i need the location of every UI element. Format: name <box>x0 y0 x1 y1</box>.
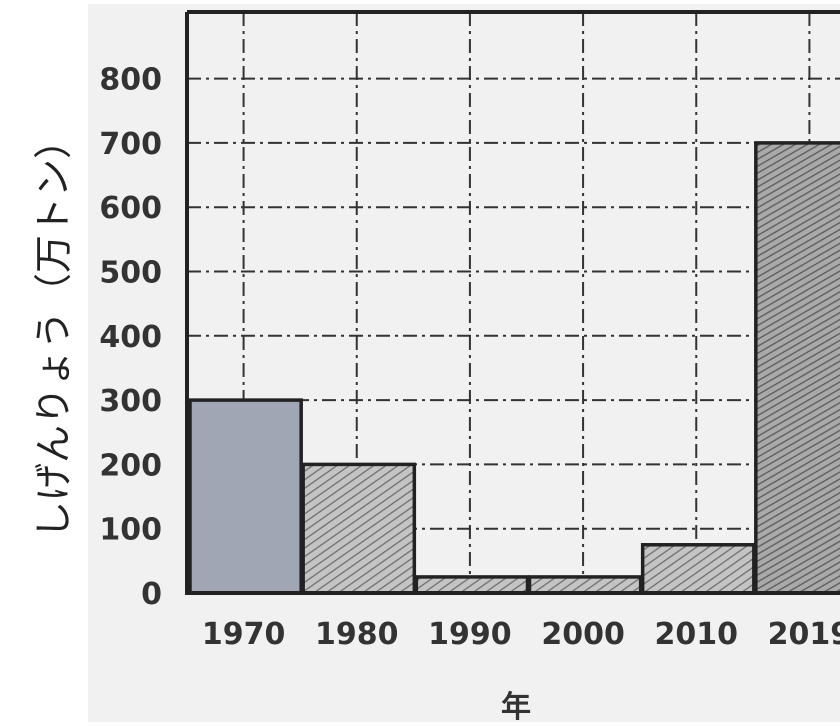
bar-2010 <box>643 545 754 593</box>
bar-1970 <box>190 400 301 593</box>
x-tick-label-2019: 2019 <box>768 617 840 652</box>
x-axis-label: 年 <box>501 682 531 726</box>
y-tick-label-4: 400 <box>99 320 162 355</box>
x-tick-label-2010: 2010 <box>655 617 739 652</box>
x-tick-label-1990: 1990 <box>428 617 512 652</box>
x-tick-label-1970: 1970 <box>202 617 286 652</box>
y-tick-label-2: 200 <box>99 448 162 483</box>
y-tick-label-8: 800 <box>99 63 162 98</box>
x-tick-label-2000: 2000 <box>541 617 625 652</box>
bars <box>190 143 840 593</box>
x-tick-labels: 1970 1980 1990 2000 2010 2019 <box>202 617 840 652</box>
x-tick-label-1980: 1980 <box>315 617 399 652</box>
y-tick-label-1: 100 <box>99 513 162 548</box>
y-tick-label-0: 0 <box>141 577 162 612</box>
y-tick-label-3: 300 <box>99 384 162 419</box>
bar-2000 <box>530 577 641 593</box>
y-tick-label-6: 600 <box>99 191 162 226</box>
y-tick-label-5: 500 <box>99 256 162 291</box>
bar-1990 <box>416 577 527 593</box>
bar-2019 <box>756 143 840 593</box>
bar-1980 <box>303 464 414 593</box>
y-tick-label-7: 700 <box>99 127 162 162</box>
y-tick-labels: 0 100 200 300 400 500 600 700 800 <box>99 63 162 612</box>
y-axis-label: しげんりょう（万トン） <box>23 121 78 539</box>
